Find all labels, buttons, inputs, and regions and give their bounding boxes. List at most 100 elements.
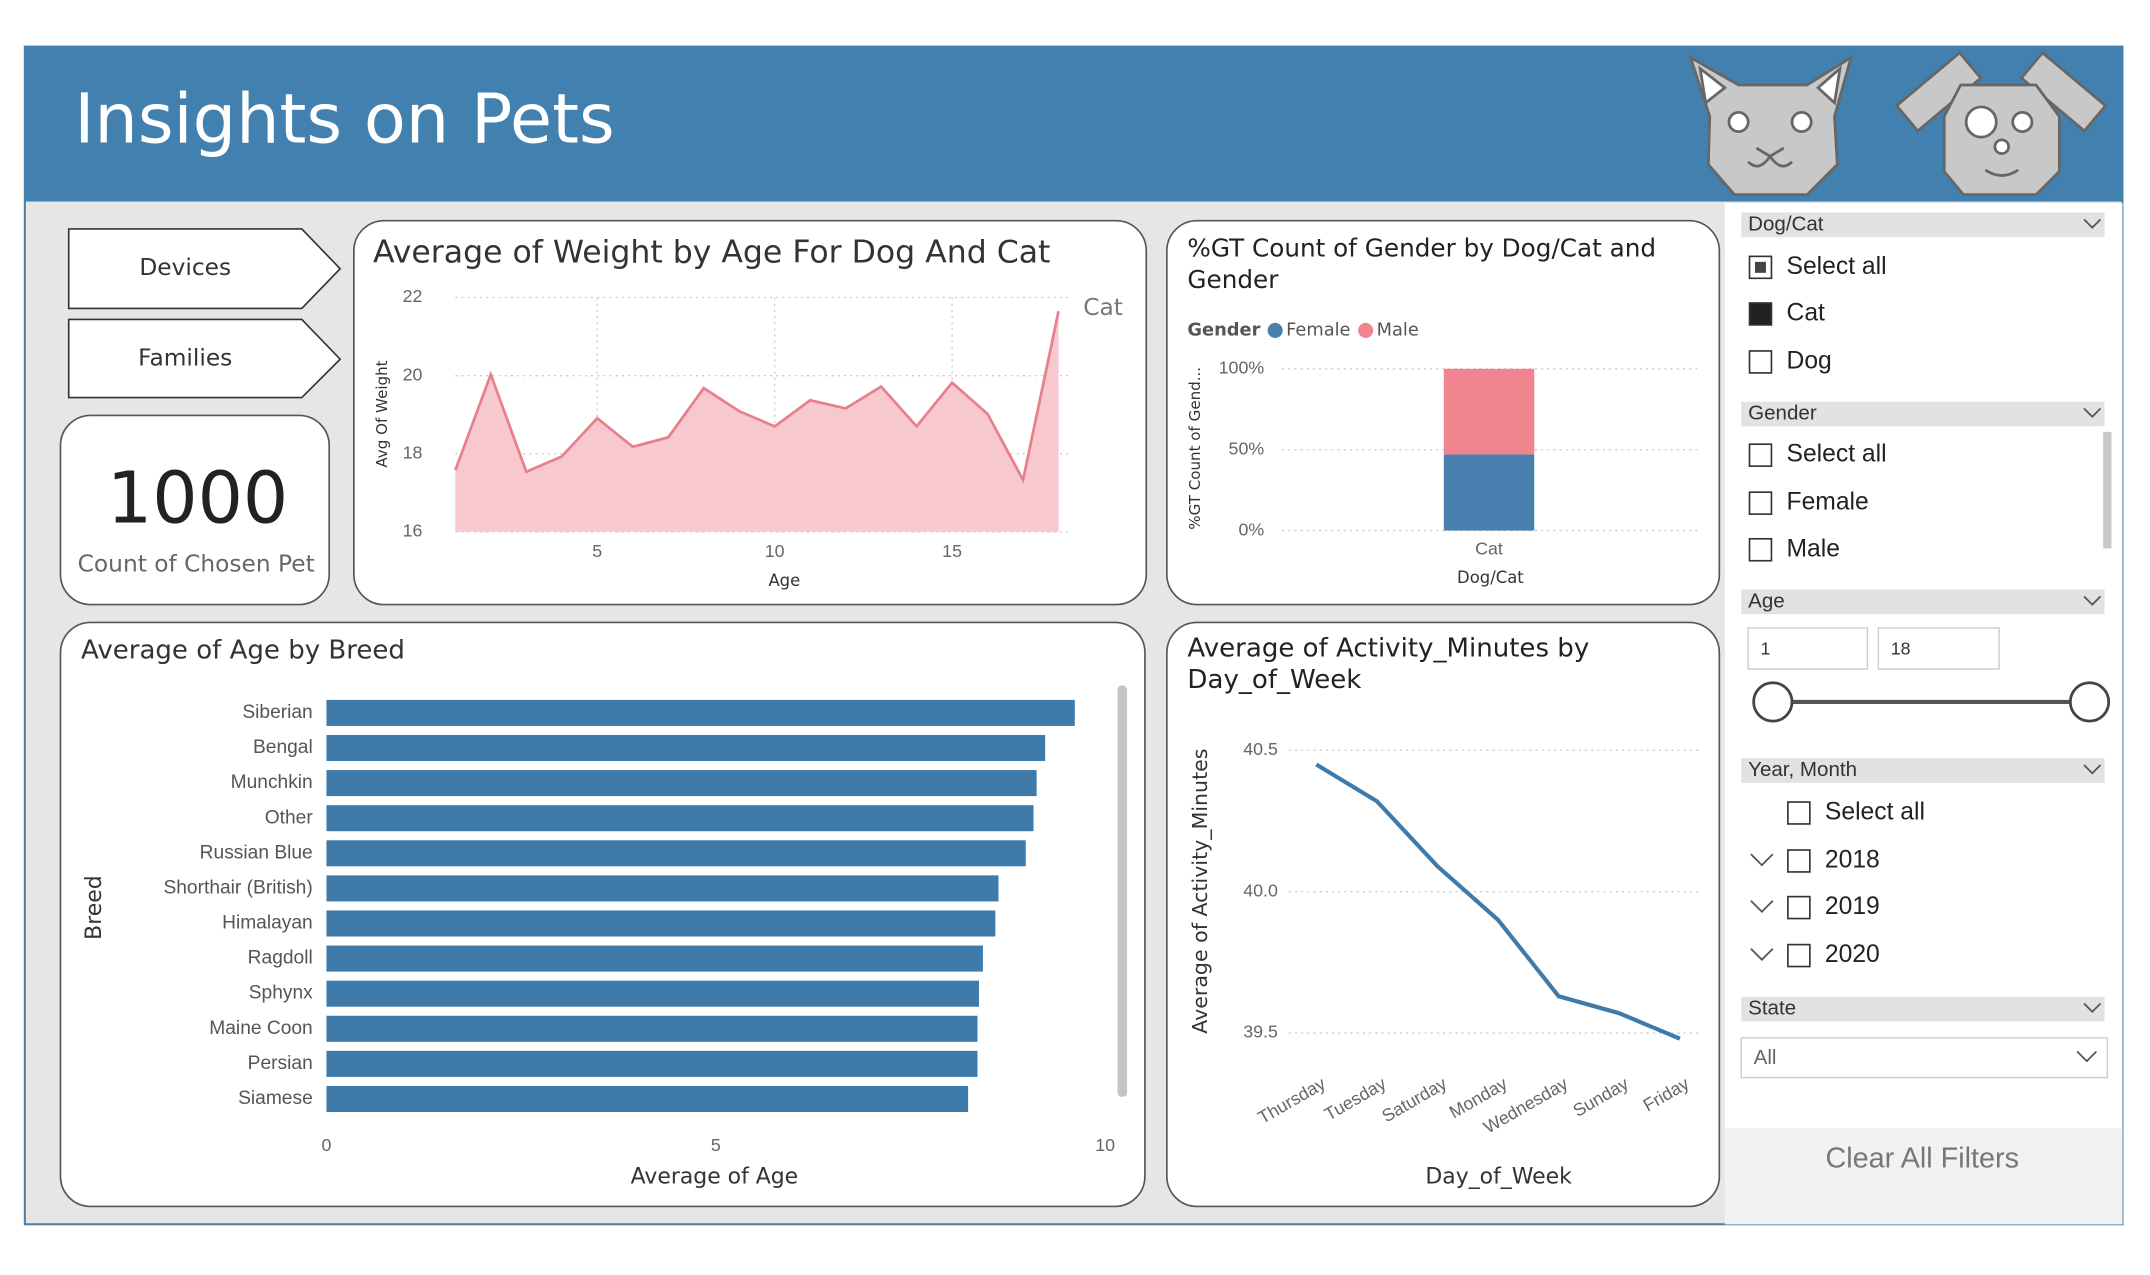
slicer-option: Cat xyxy=(1787,299,1826,326)
chart-title: Average of Age by Breed xyxy=(81,636,405,666)
chart-title-box: Average of Activity_Minutes by Day_of_We… xyxy=(1187,633,1589,695)
x-tick-label: 10 xyxy=(765,541,785,561)
x-tick-label: 5 xyxy=(711,1135,721,1155)
chevron xyxy=(2083,1002,2102,1014)
clear-button[interactable] xyxy=(1724,1128,2123,1225)
card xyxy=(59,414,331,606)
y-tick-label: Shorthair (British) xyxy=(163,877,312,898)
range-input[interactable] xyxy=(1877,627,2000,670)
chart-title: Average of Weight by Age For Dog And Cat xyxy=(373,235,1050,271)
y-tick-label: 50% xyxy=(1229,438,1265,458)
slicer-option: 2019 xyxy=(1825,893,1880,920)
legend-marker xyxy=(1358,322,1374,338)
nav-button[interactable] xyxy=(67,228,342,310)
checkbox-partial xyxy=(1755,261,1766,273)
area xyxy=(455,311,1059,532)
y-tick-label: Maine Coon xyxy=(209,1018,312,1039)
slicer-header xyxy=(1741,401,2105,427)
x-axis-label: Average of Age xyxy=(631,1165,799,1190)
panel xyxy=(1166,621,1721,1208)
slider-handle[interactable] xyxy=(2068,681,2111,723)
nav-button[interactable] xyxy=(67,318,342,399)
dropdown-value: All xyxy=(1754,1046,1777,1069)
dropdown[interactable] xyxy=(1740,1037,2109,1079)
checkbox[interactable] xyxy=(1787,849,1811,873)
slicer-header xyxy=(1741,996,2105,1022)
expand-chevron[interactable] xyxy=(1750,853,1774,867)
x-tick-label: 0 xyxy=(321,1135,331,1155)
line xyxy=(454,310,1060,484)
x-tick-label: 5 xyxy=(592,541,602,561)
slicer-header xyxy=(1741,589,2105,615)
bar-segment xyxy=(1443,454,1535,531)
checkbox[interactable] xyxy=(1787,895,1811,920)
y-tick-label: 20 xyxy=(403,364,423,384)
y-tick-label: Other xyxy=(265,807,314,828)
y-tick-label: Himalayan xyxy=(222,913,313,934)
y-tick-label: Sphynx xyxy=(249,983,313,1004)
bar xyxy=(326,805,1034,832)
bar xyxy=(326,699,1075,726)
bar xyxy=(326,734,1046,762)
x-axis-label: Day_of_Week xyxy=(1425,1165,1572,1190)
slicer-header xyxy=(1741,758,2105,783)
line xyxy=(1315,762,1681,1041)
checkbox[interactable] xyxy=(1748,350,1773,374)
y-tick-label: Persian xyxy=(248,1053,313,1074)
legend-label: Male xyxy=(1377,319,1419,340)
chevron xyxy=(2083,595,2102,606)
bar xyxy=(326,1085,969,1112)
checkbox[interactable] xyxy=(1787,801,1811,825)
checkbox[interactable] xyxy=(1748,443,1773,467)
dog-icon xyxy=(1894,50,2108,197)
slicer-title: Dog/Cat xyxy=(1748,212,1824,235)
page-title: Insights on Pets xyxy=(74,79,614,159)
clear-label[interactable]: Clear All Filters xyxy=(1826,1142,2020,1174)
slicer-title: Age xyxy=(1748,589,1785,612)
expand-chevron[interactable] xyxy=(1750,948,1774,961)
checkbox[interactable] xyxy=(1748,491,1773,515)
chevron xyxy=(2083,218,2102,229)
bar-segment xyxy=(1443,368,1535,455)
legend-marker xyxy=(1267,322,1283,338)
chevron xyxy=(2083,407,2102,419)
bar xyxy=(326,910,996,937)
y-axis-label: Breed xyxy=(82,875,107,939)
y-tick-label: Munchkin xyxy=(231,772,313,793)
y-tick-label: Bengal xyxy=(253,737,313,758)
bar xyxy=(326,770,1037,797)
chevron xyxy=(2083,764,2102,775)
slicer-option: 2020 xyxy=(1825,941,1880,968)
expand-chevron[interactable] xyxy=(1750,900,1774,913)
slider-handle[interactable] xyxy=(1752,681,1794,723)
y-tick-label: 40.5 xyxy=(1243,739,1278,759)
card-value: 1000 xyxy=(107,457,288,540)
x-axis-label: Dog/Cat xyxy=(1457,568,1524,587)
checkbox[interactable] xyxy=(1748,302,1773,326)
bar xyxy=(326,980,980,1007)
slicer-title: Gender xyxy=(1748,401,1817,424)
bar xyxy=(326,875,999,902)
x-axis-label: Age xyxy=(768,571,800,590)
button-label[interactable]: Devices xyxy=(139,254,231,281)
legend-title: Gender xyxy=(1187,319,1260,340)
card-label: Count of Chosen Pet xyxy=(78,550,315,577)
x-tick-label: 10 xyxy=(1095,1135,1115,1155)
scrollbar xyxy=(1117,685,1128,1097)
y-tick-label: 22 xyxy=(403,286,423,306)
button-label[interactable]: Families xyxy=(138,345,232,372)
scrollbar xyxy=(2103,431,2112,549)
slicer-header xyxy=(1741,212,2105,238)
checkbox[interactable] xyxy=(1748,537,1773,562)
range-input[interactable] xyxy=(1747,627,1869,670)
y-tick-label: Siamese xyxy=(238,1088,313,1109)
checkbox[interactable] xyxy=(1787,943,1811,968)
y-axis-label: %GT Count of Gend... xyxy=(1186,367,1204,530)
slicer-title: Year, Month xyxy=(1748,758,1857,781)
slicer-option: Select all xyxy=(1787,253,1887,280)
y-tick-label: 100% xyxy=(1219,357,1265,377)
slicer-option: Select all xyxy=(1787,441,1887,468)
range-min: 1 xyxy=(1760,639,1770,659)
panel xyxy=(1166,219,1721,606)
